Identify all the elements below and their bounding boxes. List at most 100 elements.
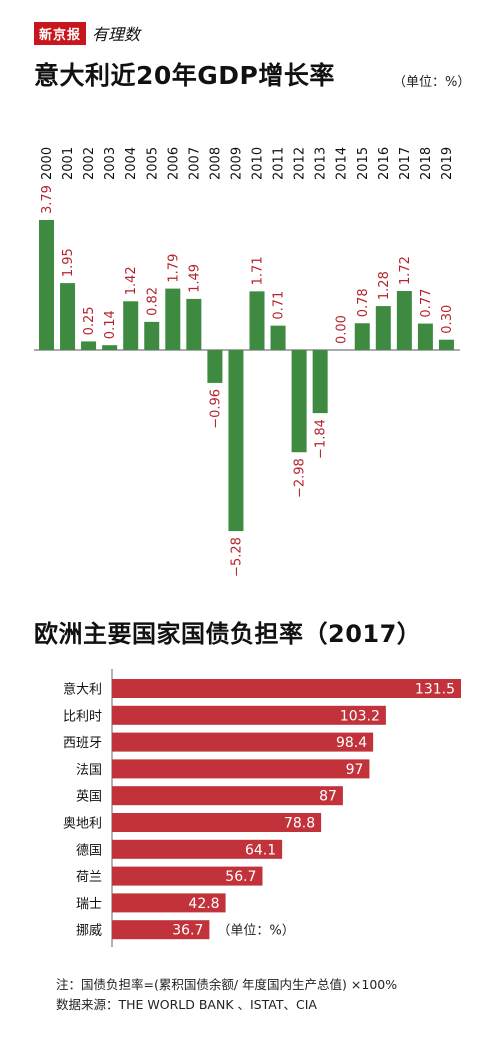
debt-bar [112,679,461,698]
year-tick-label: 2000 [40,147,55,180]
gdp-growth-chart: 2000 3.79 2001 1.95 2002 0.25 2003 0.14 2004 1.42… [34,147,460,577]
year-tick-label: 2013 [314,147,329,180]
debt-value-label: 97 [346,762,364,778]
year-tick-label: 2014 [335,147,350,180]
gdp-bar [60,283,76,350]
gdp-value-label: −1.84 [314,419,329,459]
debt-value-label: 36.7 [172,923,203,939]
footnote-source: 数据来源：THE WORLD BANK 、ISTAT、CIA [56,997,317,1012]
year-tick-label: 2009 [229,147,244,180]
gdp-bar [186,298,202,350]
year-tick-label: 2005 [145,147,160,180]
debt-value-label: 64.1 [245,842,276,858]
debt-bar [112,920,210,940]
brand-logo-text: 新京报 [34,21,87,45]
debt-unit-label: （单位：%） [217,924,294,939]
footnote-formula: 注：国债负担率=(累积国债余额/ 年度国内生产总值) ×100% [56,977,398,992]
gdp-value-label: 0.82 [145,287,160,316]
gdp-bar [81,341,97,350]
debt-chart-title: 欧洲主要国家国债负担率（2017） [34,620,422,648]
country-label: 奥地利 [63,817,102,832]
gdp-value-label: −0.96 [208,389,223,429]
country-label: 英国 [76,790,102,805]
gdp-value-label: 1.72 [398,256,413,285]
gdp-value-label: −5.28 [229,537,244,577]
gdp-value-label: 1.28 [377,271,392,300]
debt-bar [112,813,322,832]
year-tick-label: 2003 [103,147,118,180]
country-label: 法国 [76,763,102,778]
gdp-bar [144,321,160,350]
gdp-bar [249,291,265,350]
country-label: 挪威 [76,924,102,939]
debt-value-label: 87 [319,789,337,805]
debt-ratio-chart: 意大利 131.5 比利时 103.2 西班牙 98.4 法国 97 英国 87 奥地利 78.8 德国… [63,669,461,947]
year-tick-label: 2017 [398,147,413,180]
gdp-bar [354,323,370,350]
year-tick-label: 2015 [356,147,371,180]
debt-value-label: 103.2 [340,708,380,724]
gdp-bar [291,350,307,453]
gdp-value-label: 0.30 [440,305,455,334]
debt-value-label: 78.8 [284,816,315,832]
gdp-value-label: 0.00 [335,315,350,344]
gdp-bar [207,350,223,383]
year-tick-label: 2002 [82,147,97,180]
gdp-value-label: 0.71 [272,291,287,320]
year-tick-label: 2004 [124,147,139,180]
country-label: 德国 [76,843,102,858]
gdp-value-label: 1.95 [61,248,76,277]
country-label: 比利时 [63,709,102,724]
debt-value-label: 42.8 [188,896,219,912]
gdp-value-label: 0.14 [103,310,118,339]
year-tick-label: 2019 [440,147,455,180]
debt-bar [112,759,370,779]
gdp-chart-unit: （单位：%） [393,75,471,90]
gdp-bar [102,345,118,350]
gdp-value-label: 0.25 [82,306,97,335]
year-tick-label: 2010 [251,147,266,180]
year-tick-label: 2001 [61,147,76,180]
brand-logo: 新京报 有理数 [34,21,141,45]
brand-logo-subtext: 有理数 [92,25,141,44]
debt-bar [112,786,343,806]
gdp-bar [417,323,433,350]
gdp-bar [438,339,454,350]
debt-value-label: 56.7 [225,869,256,885]
debt-bar [112,893,226,913]
gdp-bar [123,301,139,350]
gdp-bar [39,220,54,350]
year-tick-label: 2016 [377,147,392,180]
year-tick-label: 2007 [187,147,202,180]
gdp-bar [165,288,181,350]
gdp-value-label: 1.71 [251,256,266,285]
year-tick-label: 2011 [272,147,287,180]
year-tick-label: 2012 [293,147,308,180]
gdp-value-label: 3.79 [40,185,55,214]
debt-bar [112,839,283,859]
debt-value-label: 98.4 [336,735,367,751]
gdp-value-label: −2.98 [293,458,308,498]
country-label: 西班牙 [63,736,102,751]
gdp-value-label: 0.77 [419,289,434,318]
gdp-bar [270,325,286,350]
gdp-bar [312,350,328,414]
debt-bar [112,705,386,725]
gdp-value-label: 1.49 [187,264,202,293]
year-tick-label: 2006 [166,147,181,180]
debt-bar [112,732,374,752]
gdp-bar [228,350,244,532]
country-label: 荷兰 [76,870,102,885]
gdp-value-label: 0.78 [356,288,371,317]
gdp-bar [375,306,391,350]
debt-bar [112,866,263,886]
gdp-value-label: 1.79 [166,254,181,283]
gdp-bar [396,291,412,350]
gdp-chart-title: 意大利近20年GDP增长率 [34,61,335,90]
country-label: 意大利 [63,682,102,698]
country-label: 瑞士 [76,897,102,912]
debt-value-label: 131.5 [415,682,455,698]
year-tick-label: 2008 [208,147,223,180]
gdp-value-label: 1.42 [124,266,139,295]
year-tick-label: 2018 [419,147,434,180]
